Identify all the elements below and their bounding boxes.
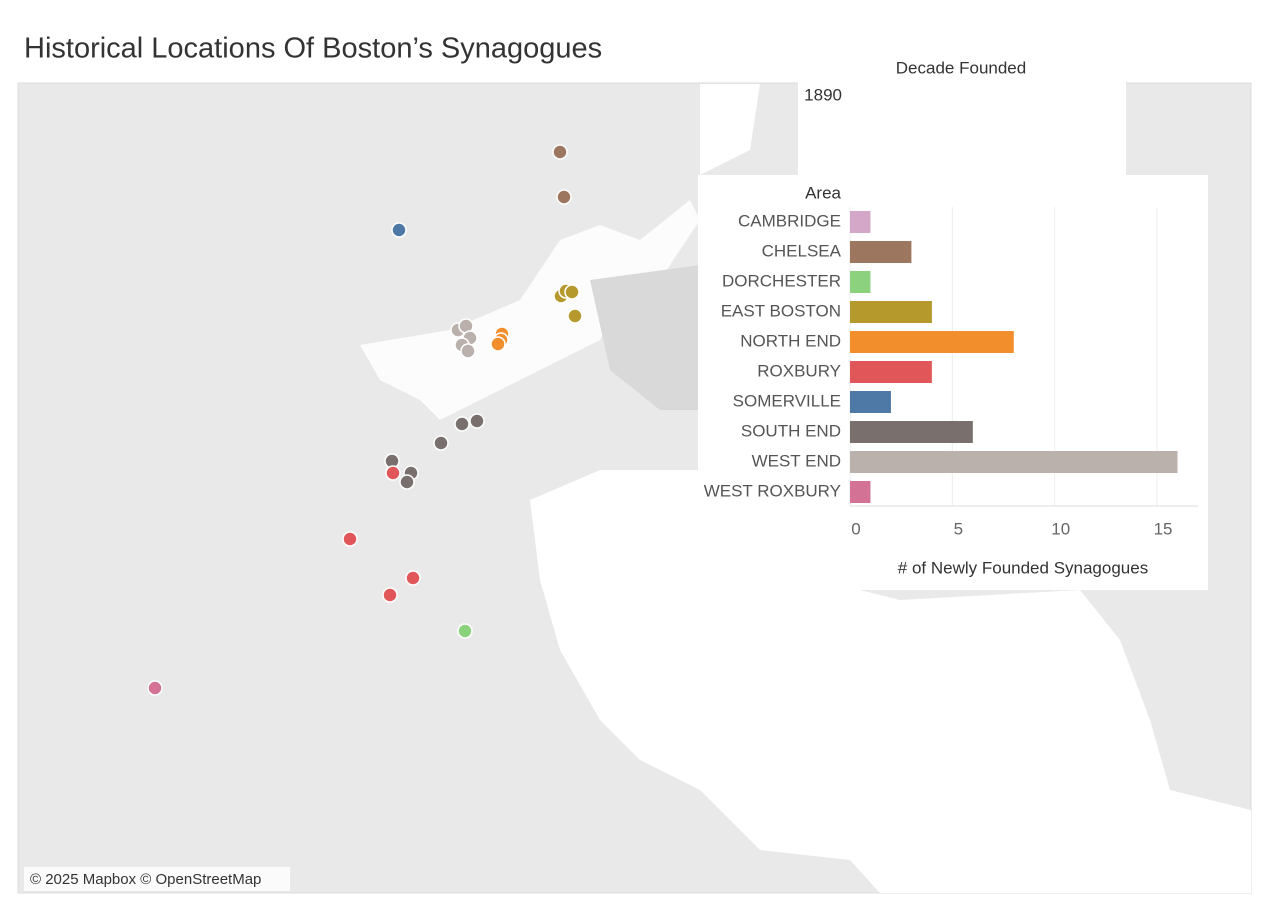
marker[interactable] xyxy=(460,343,476,359)
marker[interactable] xyxy=(490,336,506,352)
marker[interactable] xyxy=(391,222,407,238)
x-tick-label: 10 xyxy=(1051,519,1070,538)
dashboard-title: Historical Locations Of Boston’s Synagog… xyxy=(24,33,602,65)
attribution-background xyxy=(24,867,290,891)
y-tick-label: ROXBURY xyxy=(757,361,841,380)
marker[interactable] xyxy=(454,416,470,432)
marker[interactable] xyxy=(457,623,473,639)
filter-title: Decade Founded xyxy=(896,58,1026,77)
marker[interactable] xyxy=(399,474,415,490)
water xyxy=(700,84,760,175)
y-tick-label: WEST END xyxy=(752,451,841,470)
marker[interactable] xyxy=(385,465,401,481)
y-tick-label: CHELSEA xyxy=(762,241,842,260)
x-tick-label: 15 xyxy=(1154,519,1173,538)
bar xyxy=(850,331,1014,353)
y-tick-label: SOUTH END xyxy=(741,421,841,440)
marker[interactable] xyxy=(564,284,580,300)
marker[interactable] xyxy=(469,413,485,429)
y-tick-label: WEST ROXBURY xyxy=(704,481,841,500)
bar xyxy=(850,361,932,383)
water xyxy=(360,200,700,420)
x-axis-label: # of Newly Founded Synagogues xyxy=(898,558,1148,577)
marker[interactable] xyxy=(552,144,568,160)
water xyxy=(530,470,1251,893)
bar xyxy=(850,481,871,503)
x-tick-label: 0 xyxy=(851,519,860,538)
synagogue-markers xyxy=(147,144,583,696)
chart-panel xyxy=(698,175,1208,590)
bar xyxy=(850,391,891,413)
marker[interactable] xyxy=(433,435,449,451)
marker[interactable] xyxy=(382,587,398,603)
bar xyxy=(850,241,912,263)
marker[interactable] xyxy=(567,308,583,324)
bar xyxy=(850,301,932,323)
map-attribution[interactable]: © 2025 Mapbox © OpenStreetMap xyxy=(30,871,261,888)
filter-value[interactable]: 1890 xyxy=(804,85,842,104)
y-tick-label: DORCHESTER xyxy=(722,271,841,290)
y-tick-label: CAMBRIDGE xyxy=(738,211,841,230)
filter-panel xyxy=(798,55,1126,175)
y-axis-label: Area xyxy=(805,183,841,202)
marker[interactable] xyxy=(556,189,572,205)
bar xyxy=(850,421,973,443)
bar xyxy=(850,451,1178,473)
bar xyxy=(850,271,871,293)
marker[interactable] xyxy=(147,680,163,696)
y-tick-label: SOMERVILLE xyxy=(733,391,841,410)
airport xyxy=(590,265,700,410)
marker[interactable] xyxy=(342,531,358,547)
x-tick-label: 5 xyxy=(954,519,963,538)
bar xyxy=(850,211,871,233)
y-tick-label: NORTH END xyxy=(740,331,841,350)
marker[interactable] xyxy=(405,570,421,586)
y-tick-label: EAST BOSTON xyxy=(721,301,841,320)
